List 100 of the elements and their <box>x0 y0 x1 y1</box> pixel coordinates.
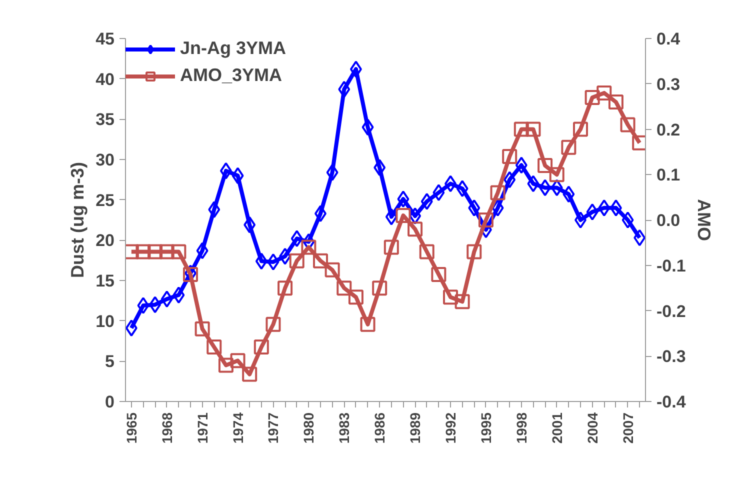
point <box>502 148 518 164</box>
point <box>562 186 575 203</box>
x-tick-label: 1983 <box>336 412 352 444</box>
point <box>504 171 516 188</box>
point <box>301 240 316 255</box>
point <box>586 203 598 220</box>
point <box>561 140 576 155</box>
y2-tick-label: -0.3 <box>656 347 686 366</box>
point <box>266 316 281 332</box>
x-tick-label: 1977 <box>265 412 282 444</box>
y-tick-label: 15 <box>96 272 115 290</box>
point <box>574 212 586 228</box>
point <box>350 60 362 78</box>
point <box>360 316 376 332</box>
point <box>220 162 232 180</box>
point <box>196 242 208 260</box>
point <box>289 253 304 268</box>
y-tick-label: 10 <box>96 312 115 331</box>
point <box>466 244 482 260</box>
y-tick-label: 45 <box>96 30 115 48</box>
point <box>324 262 340 278</box>
point <box>549 167 564 182</box>
point <box>313 253 328 268</box>
x-tick-label: 2004 <box>584 412 600 444</box>
y-tick-label: 0 <box>105 392 115 412</box>
y-axis-title: Dust (ug m-3) <box>68 162 88 278</box>
legend-label: AMO_3YMA <box>180 65 282 86</box>
point <box>232 167 244 184</box>
y2-tick-label: -0.4 <box>656 392 686 412</box>
point <box>230 353 246 368</box>
point <box>490 185 506 200</box>
point <box>608 94 624 110</box>
y2-tick-label: -0.2 <box>656 302 686 321</box>
point <box>336 280 352 296</box>
point <box>278 280 293 296</box>
point <box>432 184 445 202</box>
x-tick-label: 1986 <box>372 412 388 444</box>
point <box>137 297 150 314</box>
y-tick-label: 40 <box>96 70 115 89</box>
point <box>514 122 529 137</box>
point <box>456 180 468 198</box>
point <box>136 244 151 260</box>
y-tick-label: 5 <box>105 352 115 372</box>
point <box>148 244 163 260</box>
point <box>362 118 374 136</box>
point <box>267 253 280 270</box>
point <box>290 230 303 248</box>
x-tick-label: 2001 <box>548 412 565 444</box>
point <box>254 340 269 355</box>
x-tick-label: 1965 <box>123 412 140 444</box>
point <box>385 208 398 226</box>
point <box>384 240 399 255</box>
x-tick-label: 1995 <box>478 412 494 444</box>
point <box>206 340 222 355</box>
y2-tick-label: -0.1 <box>656 256 686 276</box>
point <box>527 175 540 192</box>
y-tick-label: 35 <box>96 110 115 130</box>
point <box>160 290 173 308</box>
point <box>526 122 541 137</box>
point <box>620 117 636 132</box>
point <box>326 164 338 181</box>
point <box>338 80 350 98</box>
point <box>454 294 470 310</box>
point <box>408 222 423 237</box>
point <box>622 212 634 228</box>
y-tick-label: 30 <box>96 150 115 170</box>
point <box>159 244 174 260</box>
point <box>492 199 504 216</box>
point <box>194 321 210 336</box>
point <box>171 244 186 260</box>
x-tick-label: 1989 <box>407 412 424 444</box>
legend-label: Jn-Ag 3YMA <box>180 38 286 59</box>
point <box>431 266 446 282</box>
y-tick-label: 20 <box>96 231 115 250</box>
point <box>374 159 386 176</box>
y2-tick-label: 0.3 <box>656 74 680 94</box>
point <box>584 90 600 105</box>
point <box>420 192 433 210</box>
point <box>596 85 612 100</box>
y2-tick-label: 0.4 <box>656 30 681 48</box>
x-tick-label: 1968 <box>158 412 175 444</box>
point <box>539 179 552 196</box>
y2-tick-label: 0.0 <box>656 211 680 230</box>
point <box>208 201 220 218</box>
point <box>242 366 258 382</box>
point <box>396 208 411 223</box>
point <box>149 296 162 314</box>
point <box>573 122 588 137</box>
point <box>550 179 563 196</box>
x-tick-label: 1974 <box>230 412 246 444</box>
y2-axis-title: AMO <box>694 199 714 242</box>
point <box>443 290 458 305</box>
point <box>218 358 234 373</box>
point <box>419 244 434 260</box>
y2-tick-label: 0.1 <box>656 166 680 185</box>
x-tick-label: 1998 <box>513 412 530 444</box>
x-tick-label: 1980 <box>300 412 317 444</box>
point <box>610 199 622 216</box>
point <box>598 199 610 216</box>
point <box>478 212 494 228</box>
